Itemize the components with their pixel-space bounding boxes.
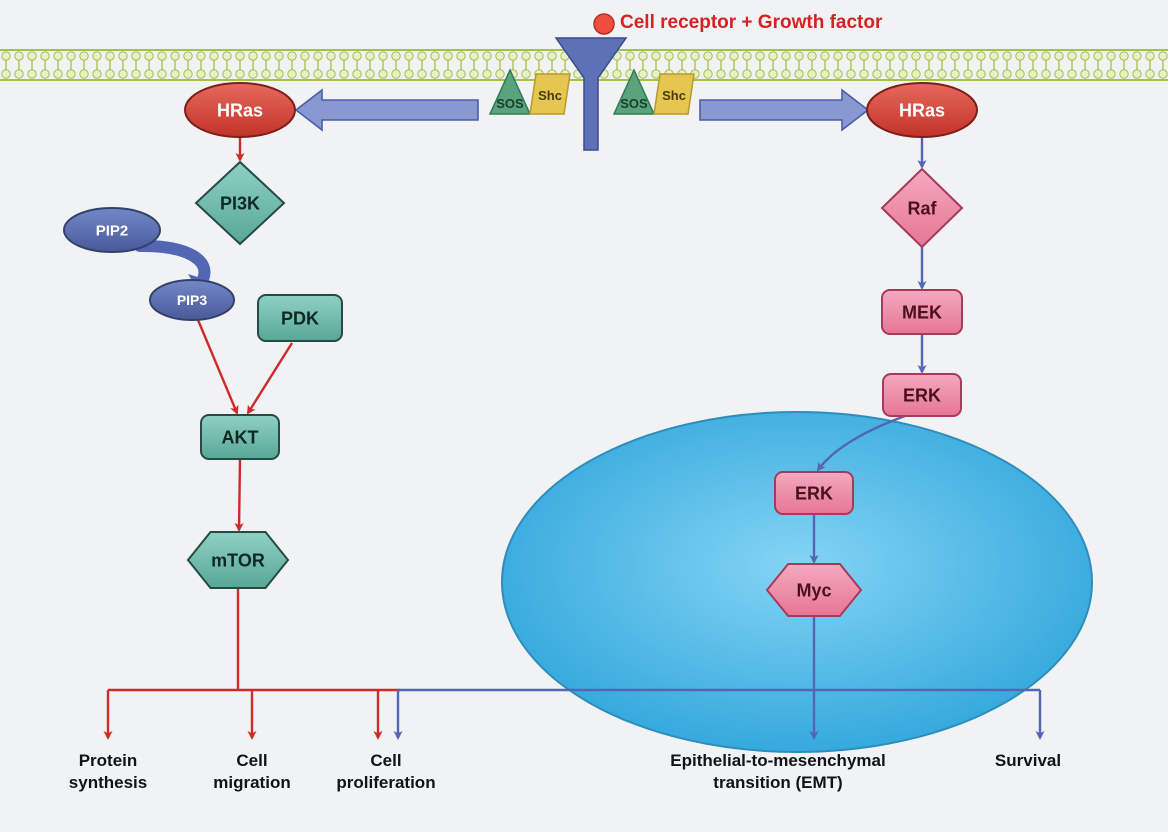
node-label-mtor: mTOR <box>211 550 265 570</box>
outcome-prolif: proliferation <box>336 773 435 792</box>
svg-text:SOS: SOS <box>496 96 524 111</box>
svg-text:SOS: SOS <box>620 96 648 111</box>
outcome-migration: Cell <box>236 751 267 770</box>
outcome-emt: transition (EMT) <box>713 773 842 792</box>
node-hras_l: HRas <box>185 83 295 137</box>
node-erk: ERK <box>883 374 961 416</box>
node-label-raf: Raf <box>907 198 937 218</box>
node-label-erk: ERK <box>903 385 941 405</box>
node-label-pip2: PIP2 <box>96 222 129 239</box>
node-label-hras_r: HRas <box>899 100 945 120</box>
outcome-emt: Epithelial-to-mesenchymal <box>670 751 885 770</box>
node-hras_r: HRas <box>867 83 977 137</box>
node-mtor: mTOR <box>188 532 288 588</box>
title-label: Cell receptor + Growth factor <box>620 12 883 33</box>
outcome-protein: Protein <box>79 751 138 770</box>
node-pdk: PDK <box>258 295 342 341</box>
node-label-myc: Myc <box>796 580 831 600</box>
node-mek: MEK <box>882 290 962 334</box>
node-akt: AKT <box>201 415 279 459</box>
node-label-pdk: PDK <box>281 308 319 328</box>
node-myc: Myc <box>767 564 861 616</box>
outcome-survival: Survival <box>995 751 1061 770</box>
node-pip3: PIP3 <box>150 280 234 320</box>
svg-text:Shc: Shc <box>538 88 562 103</box>
svg-text:Shc: Shc <box>662 88 686 103</box>
outcome-migration: migration <box>213 773 290 792</box>
node-label-pi3k: PI3K <box>220 193 260 213</box>
node-erk2: ERK <box>775 472 853 514</box>
node-label-mek: MEK <box>902 302 942 322</box>
arrow-akt-mtor <box>239 459 240 530</box>
node-label-hras_l: HRas <box>217 100 263 120</box>
node-label-akt: AKT <box>222 427 259 447</box>
node-pip2: PIP2 <box>64 208 160 252</box>
node-label-erk2: ERK <box>795 483 833 503</box>
outcome-protein: synthesis <box>69 773 147 792</box>
outcome-prolif: Cell <box>370 751 401 770</box>
node-label-pip3: PIP3 <box>177 292 208 308</box>
